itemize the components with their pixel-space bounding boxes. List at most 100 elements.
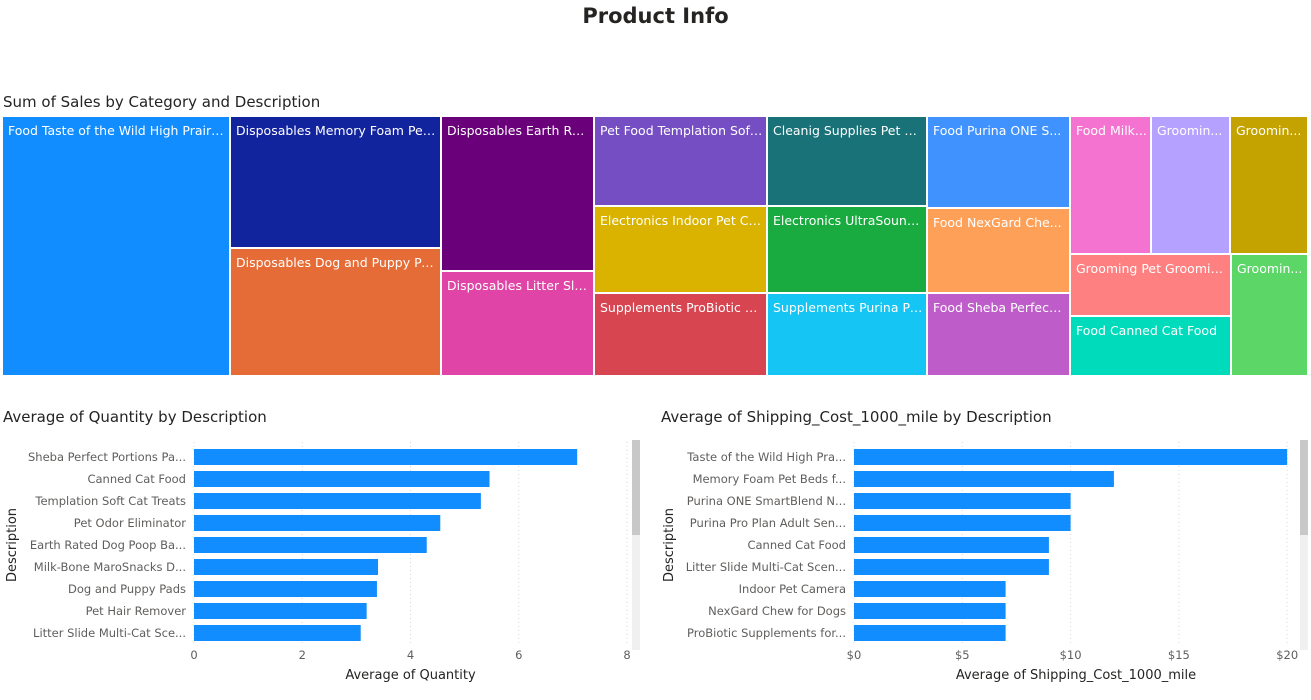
category-label: NexGard Chew for Dogs xyxy=(708,604,846,618)
treemap-tile-label: Disposables Earth Rat... xyxy=(447,123,590,138)
quantity-chart-title: Average of Quantity by Description xyxy=(3,408,267,426)
treemap-tile[interactable]: Disposables Dog and Puppy Pa... xyxy=(230,248,441,376)
treemap-tile-label: Groomin... xyxy=(1157,123,1223,138)
treemap-tile-label: Groomin... xyxy=(1237,261,1303,276)
treemap-tile[interactable]: Supplements ProBiotic S... xyxy=(594,293,767,376)
category-label: ProBiotic Supplements for... xyxy=(687,626,846,640)
bar[interactable] xyxy=(194,449,578,465)
treemap-tile-label: Electronics UltraSound ... xyxy=(773,213,923,228)
bar[interactable] xyxy=(854,471,1114,487)
treemap-tile[interactable]: Supplements Purina Pr... xyxy=(767,293,927,376)
category-label: Pet Hair Remover xyxy=(86,604,187,618)
category-label: Indoor Pet Camera xyxy=(739,582,846,596)
quantity-chart-scrollbar[interactable] xyxy=(632,440,640,535)
y-axis-title: Description xyxy=(5,508,20,582)
treemap-chart[interactable]: Food Taste of the Wild High Prairi... Dis… xyxy=(2,116,1308,376)
treemap-tile-label: Cleanig Supplies Pet O... xyxy=(773,123,923,138)
treemap-tile-label: Food Purina ONE S... xyxy=(933,123,1062,138)
x-tick-label: $5 xyxy=(955,648,970,662)
treemap-tile[interactable]: Food Canned Cat Food xyxy=(1070,316,1231,376)
x-tick-label: $10 xyxy=(1060,648,1082,662)
bar[interactable] xyxy=(854,537,1049,553)
treemap-tile[interactable]: Food Sheba Perfect ... xyxy=(927,293,1070,376)
treemap-tile[interactable]: Food Taste of the Wild High Prairi... xyxy=(2,116,230,376)
shipping-chart-title: Average of Shipping_Cost_1000_mile by De… xyxy=(661,408,1052,426)
category-label: Dog and Puppy Pads xyxy=(68,582,186,596)
treemap-tile[interactable]: Groomin... xyxy=(1151,116,1230,254)
treemap-tile-label: Electronics Indoor Pet Ca... xyxy=(600,213,763,228)
bar[interactable] xyxy=(854,559,1049,575)
treemap-tile[interactable]: Food Purina ONE S... xyxy=(927,116,1070,208)
treemap-tile-label: Food Taste of the Wild High Prairi... xyxy=(8,123,226,138)
x-tick-label: 2 xyxy=(299,648,306,662)
category-label: Purina Pro Plan Adult Sen... xyxy=(690,516,846,530)
bar[interactable] xyxy=(854,603,1006,619)
treemap-tile-label: Disposables Litter Slid... xyxy=(447,278,590,293)
treemap-title: Sum of Sales by Category and Description xyxy=(3,93,321,111)
treemap-tile[interactable]: Groomin... xyxy=(1231,254,1308,376)
quantity-bar-chart[interactable]: Sheba Perfect Portions Pa... Canned Cat F… xyxy=(0,435,650,695)
bar[interactable] xyxy=(854,515,1071,531)
bar[interactable] xyxy=(854,493,1071,509)
category-label: Memory Foam Pet Beds f... xyxy=(693,472,846,486)
treemap-tile[interactable]: Disposables Earth Rat... xyxy=(441,116,594,271)
category-label: Pet Odor Eliminator xyxy=(74,516,186,530)
shipping-chart-scroll-track[interactable] xyxy=(1300,440,1308,650)
category-label: Milk-Bone MaroSnacks D... xyxy=(34,560,186,574)
bar[interactable] xyxy=(854,449,1288,465)
bar[interactable] xyxy=(194,515,441,531)
bar[interactable] xyxy=(854,625,1006,641)
treemap-tile[interactable]: Cleanig Supplies Pet O... xyxy=(767,116,927,206)
x-tick-label: 4 xyxy=(407,648,414,662)
page-title: Product Info xyxy=(582,4,729,28)
category-label: Canned Cat Food xyxy=(747,538,846,552)
category-label: Litter Slide Multi-Cat Scen... xyxy=(686,560,846,574)
category-label: Templation Soft Cat Treats xyxy=(34,494,186,508)
bar[interactable] xyxy=(194,581,377,597)
bar[interactable] xyxy=(194,603,367,619)
treemap-tile[interactable]: Groomin... xyxy=(1230,116,1308,254)
treemap-tile-label: Food Sheba Perfect ... xyxy=(933,300,1066,315)
x-tick-label: 0 xyxy=(190,648,197,662)
treemap-tile[interactable]: Disposables Litter Slid... xyxy=(441,271,594,376)
bar[interactable] xyxy=(854,581,1006,597)
shipping-chart-scrollbar[interactable] xyxy=(1300,440,1308,535)
category-label: Purina ONE SmartBlend N... xyxy=(687,494,846,508)
bar[interactable] xyxy=(194,471,490,487)
x-tick-label: $15 xyxy=(1168,648,1190,662)
category-label: Canned Cat Food xyxy=(87,472,186,486)
treemap-tile-label: Disposables Dog and Puppy Pa... xyxy=(236,255,437,270)
treemap-tile[interactable]: Food Milk... xyxy=(1070,116,1151,254)
treemap-tile-label: Groomin... xyxy=(1236,123,1302,138)
treemap-tile-label: Supplements ProBiotic S... xyxy=(600,300,763,315)
x-tick-label: $20 xyxy=(1276,648,1298,662)
treemap-tile[interactable]: Grooming Pet Groomin... xyxy=(1070,254,1231,316)
bar[interactable] xyxy=(194,625,361,641)
category-label: Sheba Perfect Portions Pa... xyxy=(28,450,186,464)
treemap-tile-label: Food Canned Cat Food xyxy=(1076,323,1218,338)
bar[interactable] xyxy=(194,537,427,553)
category-label: Litter Slide Multi-Cat Sce... xyxy=(33,626,186,640)
treemap-tile[interactable]: Food NexGard Che... xyxy=(927,208,1070,293)
quantity-chart-scroll-track[interactable] xyxy=(632,440,640,650)
bar[interactable] xyxy=(194,493,481,509)
x-tick-label: 6 xyxy=(515,648,522,662)
x-axis-title: Average of Quantity xyxy=(345,668,476,683)
shipping-bar-chart[interactable]: Taste of the Wild High Pra... Memory Foam… xyxy=(655,435,1311,695)
treemap-tile[interactable]: Electronics Indoor Pet Ca... xyxy=(594,206,767,293)
x-axis-title: Average of Shipping_Cost_1000_mile xyxy=(956,668,1196,683)
treemap-tile-label: Grooming Pet Groomin... xyxy=(1076,261,1227,276)
treemap-tile[interactable]: Pet Food Templation Soft... xyxy=(594,116,767,206)
treemap-tile-label: Pet Food Templation Soft... xyxy=(600,123,763,138)
treemap-tile-label: Supplements Purina Pr... xyxy=(773,300,923,315)
category-label: Taste of the Wild High Pra... xyxy=(686,450,846,464)
x-tick-label: 8 xyxy=(623,648,630,662)
y-axis-title: Description xyxy=(662,508,677,582)
category-label: Earth Rated Dog Poop Ba... xyxy=(30,538,186,552)
treemap-tile-label: Food NexGard Che... xyxy=(933,215,1062,230)
treemap-tile-label: Disposables Memory Foam Pet... xyxy=(236,123,437,138)
bar[interactable] xyxy=(194,559,379,575)
treemap-tile[interactable]: Electronics UltraSound ... xyxy=(767,206,927,293)
x-tick-label: $0 xyxy=(847,648,862,662)
treemap-tile[interactable]: Disposables Memory Foam Pet... xyxy=(230,116,441,248)
